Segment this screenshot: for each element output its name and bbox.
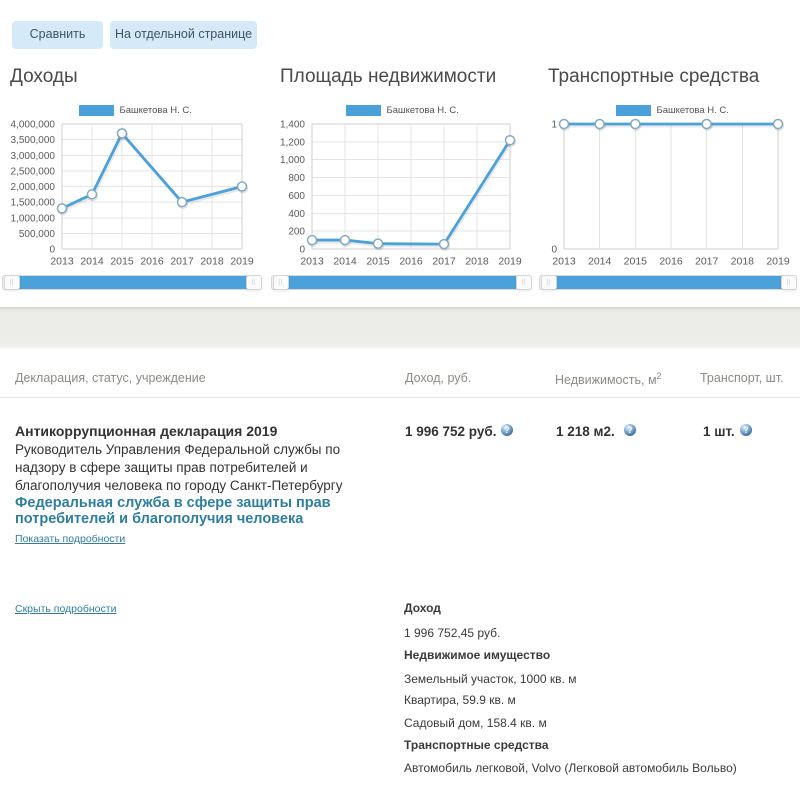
svg-text:2013: 2013 <box>552 256 576 268</box>
svg-text:2017: 2017 <box>432 256 456 268</box>
svg-text:2017: 2017 <box>695 256 719 268</box>
svg-text:4,000,000: 4,000,000 <box>11 120 56 131</box>
svg-text:1,200: 1,200 <box>280 137 305 148</box>
svg-text:2015: 2015 <box>366 256 390 268</box>
svg-text:2016: 2016 <box>399 256 423 268</box>
svg-text:1,000,000: 1,000,000 <box>11 213 56 224</box>
svg-text:2014: 2014 <box>588 256 612 268</box>
svg-text:800: 800 <box>288 173 305 184</box>
svg-text:3,000,000: 3,000,000 <box>11 151 56 162</box>
svg-text:0: 0 <box>299 245 305 256</box>
svg-text:200: 200 <box>288 227 305 238</box>
svg-text:2015: 2015 <box>624 256 648 268</box>
svg-text:2013: 2013 <box>300 256 324 268</box>
svg-text:2016: 2016 <box>140 256 164 268</box>
svg-text:2015: 2015 <box>110 256 134 268</box>
svg-text:2019: 2019 <box>498 256 522 268</box>
svg-text:1,400: 1,400 <box>280 120 305 131</box>
svg-text:2018: 2018 <box>731 256 755 268</box>
svg-text:2,500,000: 2,500,000 <box>11 166 56 177</box>
svg-text:2013: 2013 <box>50 256 74 268</box>
svg-text:2019: 2019 <box>230 256 254 268</box>
svg-text:2017: 2017 <box>170 256 194 268</box>
svg-text:2018: 2018 <box>465 256 489 268</box>
svg-text:400: 400 <box>288 209 305 220</box>
svg-text:3,500,000: 3,500,000 <box>11 135 56 146</box>
svg-text:2019: 2019 <box>766 256 790 268</box>
svg-text:2016: 2016 <box>659 256 683 268</box>
svg-text:2014: 2014 <box>333 256 357 268</box>
svg-text:0: 0 <box>49 245 55 256</box>
svg-text:600: 600 <box>288 191 305 202</box>
svg-text:500,000: 500,000 <box>19 229 56 240</box>
svg-text:1,500,000: 1,500,000 <box>11 198 56 209</box>
svg-text:2018: 2018 <box>200 256 224 268</box>
svg-text:1,000: 1,000 <box>280 155 305 166</box>
svg-text:1: 1 <box>551 120 557 131</box>
svg-text:2,000,000: 2,000,000 <box>11 182 56 193</box>
svg-text:2014: 2014 <box>80 256 104 268</box>
svg-text:0: 0 <box>551 245 557 256</box>
